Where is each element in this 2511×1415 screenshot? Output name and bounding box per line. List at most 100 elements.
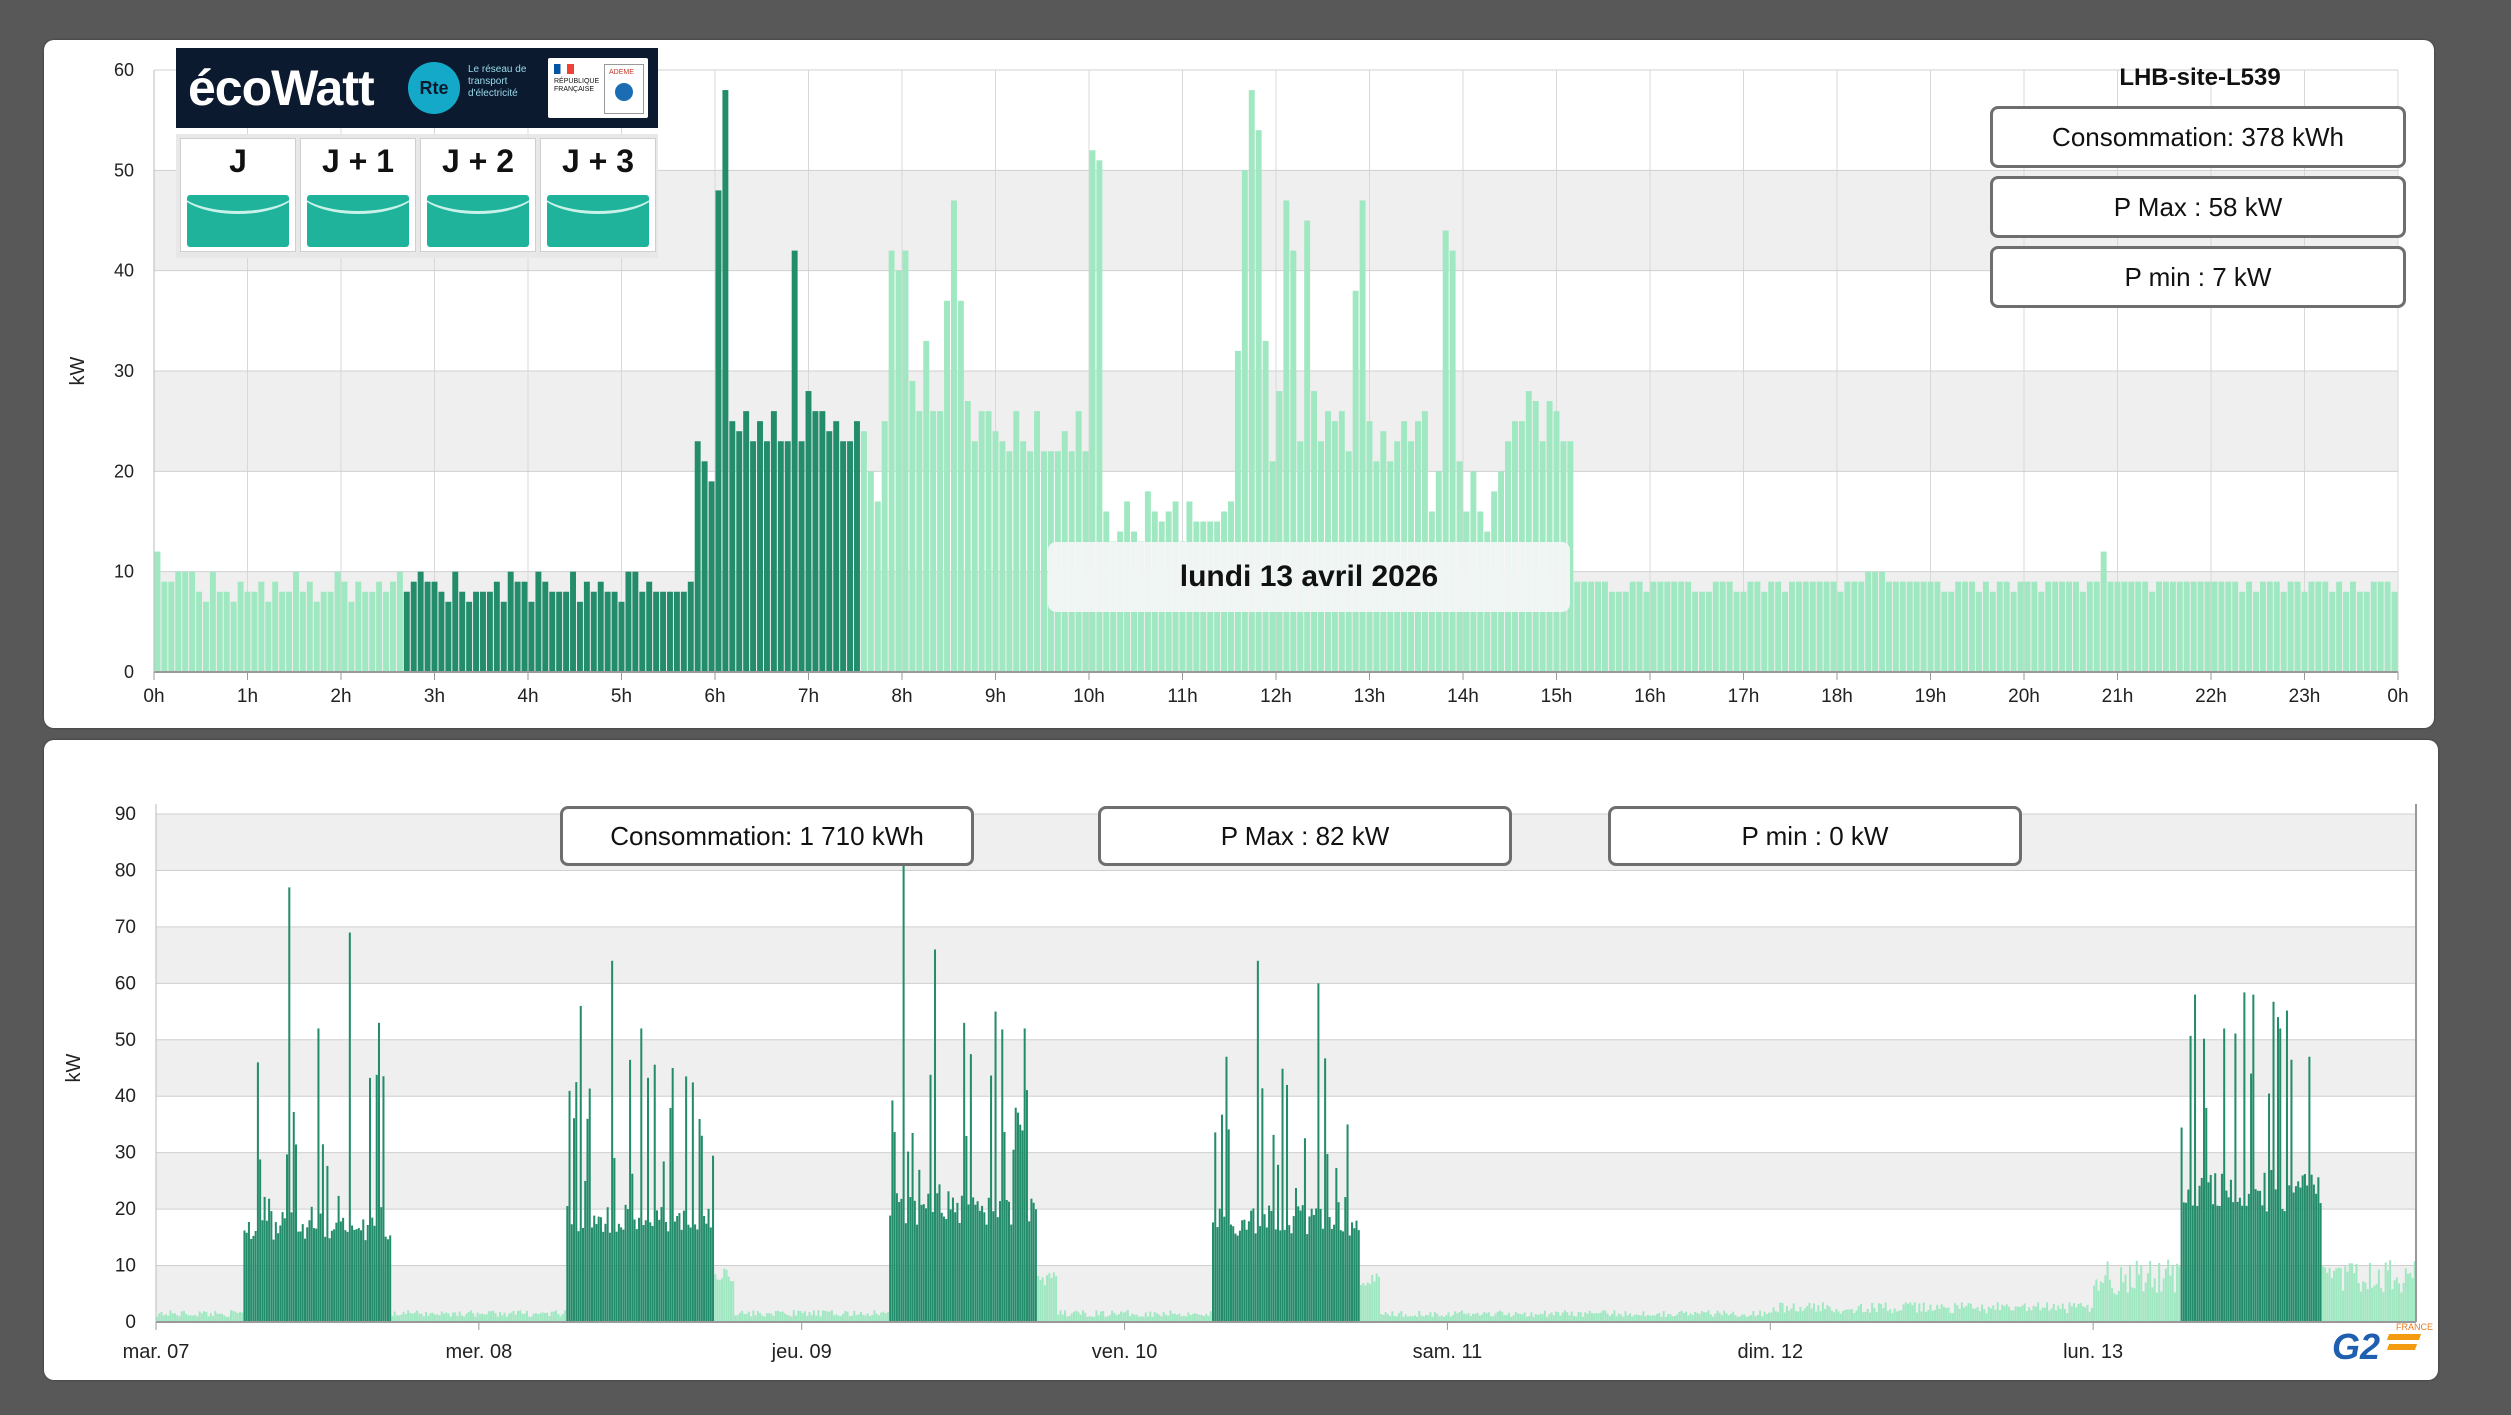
chart-bar [1088, 1316, 1091, 1322]
chart-bar [1281, 1068, 1284, 1322]
chart-bar [1924, 1312, 1928, 1322]
chart-bar [2173, 1292, 2176, 1322]
weekly-pmin-box: P min : 0 kW [1608, 806, 2022, 866]
chart-bar [543, 1312, 546, 1322]
chart-bar [434, 1314, 437, 1322]
chart-bar [570, 571, 576, 672]
chart-bar [168, 581, 175, 672]
chart-bar [617, 1223, 620, 1322]
chart-bar [743, 411, 750, 672]
chart-bar [2225, 581, 2232, 672]
chart-bar [2395, 1277, 2398, 1322]
chart-bar [1039, 1280, 1042, 1322]
chart-bar [2050, 1308, 2053, 1322]
chart-bar [1844, 581, 1851, 672]
chart-bar [1523, 1312, 1526, 1322]
ecowatt-widget[interactable]: écoWatt Rte Le réseau de transport d'éle… [176, 48, 658, 258]
chart-bar [1223, 1216, 1226, 1322]
chart-bar [788, 1315, 791, 1322]
chart-bar [250, 1238, 253, 1322]
chart-bar [2253, 591, 2259, 672]
chart-bar [729, 1281, 732, 1322]
chart-bar [2113, 1293, 2116, 1322]
chart-bar [722, 90, 729, 673]
chart-bar [1996, 581, 2003, 672]
chart-bar [1456, 1313, 1459, 1322]
chart-bar [171, 1313, 174, 1322]
chart-bar [2075, 1307, 2078, 1322]
chart-bar [1028, 1221, 1031, 1322]
chart-bar [1216, 1227, 1219, 1322]
chart-bar [1279, 1230, 1282, 1322]
chart-bar [826, 431, 833, 672]
chart-bar [736, 431, 743, 672]
x-tick-label: 0h [143, 686, 164, 707]
chart-bar [375, 1074, 378, 1322]
chart-bar [1572, 1315, 1576, 1322]
chart-bar [1451, 1315, 1454, 1322]
chart-bar [1010, 1224, 1013, 1322]
ecowatt-logo: écoWatt [188, 60, 375, 116]
chart-bar [1958, 1308, 1961, 1322]
site-name: LHB-site-L539 [2119, 64, 2281, 91]
chart-bar [1696, 1312, 1699, 1322]
chart-bar [1209, 1311, 1212, 1322]
chart-bar [2283, 1211, 2286, 1322]
chart-bar [1872, 571, 1879, 672]
chart-bar [960, 1195, 963, 1322]
chart-bar [2301, 591, 2308, 672]
chart-bar [1220, 1114, 1223, 1322]
chart-bar [1698, 591, 1705, 672]
chart-bar [1718, 1312, 1721, 1322]
chart-bar [161, 581, 168, 672]
chart-bar [2409, 1272, 2412, 1322]
chart-bar [635, 1229, 638, 1322]
chart-bar [2155, 1292, 2158, 1322]
chart-bar [1286, 1084, 1289, 1322]
chart-bar [2377, 581, 2384, 672]
chart-bar [2034, 1306, 2037, 1322]
chart-bar [2167, 1259, 2170, 1322]
chart-bar [1774, 1311, 1777, 1322]
chart-bar [510, 1312, 513, 1322]
chart-bar [546, 1312, 549, 1322]
chart-bar [871, 1314, 874, 1322]
chart-bar [707, 1208, 710, 1322]
chart-bar [1949, 1312, 1952, 1322]
chart-bar [1362, 1283, 1365, 1322]
x-tick-label: 8h [891, 686, 912, 707]
y-tick-label: 50 [115, 1030, 136, 1051]
ecowatt-day-j[interactable]: J [180, 138, 296, 252]
chart-bar [2317, 1177, 2320, 1322]
chart-bar [1816, 581, 1823, 672]
chart-bar [931, 1211, 934, 1322]
chart-bar [2001, 1304, 2004, 1322]
chart-bar [902, 859, 905, 1322]
chart-bar [1588, 1310, 1591, 1322]
chart-bar [1525, 391, 1532, 672]
chart-bar [687, 1224, 690, 1322]
chart-bar [1169, 1310, 1172, 1322]
chart-bar [2010, 591, 2017, 672]
chart-band [1770, 1209, 2094, 1266]
chart-bar [534, 1313, 537, 1322]
chart-bar [1007, 1201, 1011, 1322]
chart-bar [602, 1231, 605, 1322]
chart-bar [1532, 1316, 1535, 1322]
chart-bar [965, 1135, 968, 1322]
chart-bar [2290, 1059, 2293, 1322]
chart-bar [945, 1219, 948, 1322]
ecowatt-day-j3[interactable]: J + 3 [540, 138, 656, 252]
chart-bar [2348, 1263, 2351, 1322]
ecowatt-day-j2[interactable]: J + 2 [420, 138, 536, 252]
chart-bar [1294, 1187, 1297, 1322]
chart-bar [622, 1229, 625, 1322]
chart-bar [1951, 1313, 1954, 1322]
ecowatt-day-j1[interactable]: J + 1 [300, 138, 416, 252]
chart-bar [1120, 1311, 1123, 1322]
chart-bar [868, 1316, 871, 1322]
chart-band [1124, 983, 1448, 1040]
chart-bar [821, 1310, 824, 1322]
chart-bar [2273, 581, 2280, 672]
chart-bar [1548, 1314, 1551, 1322]
